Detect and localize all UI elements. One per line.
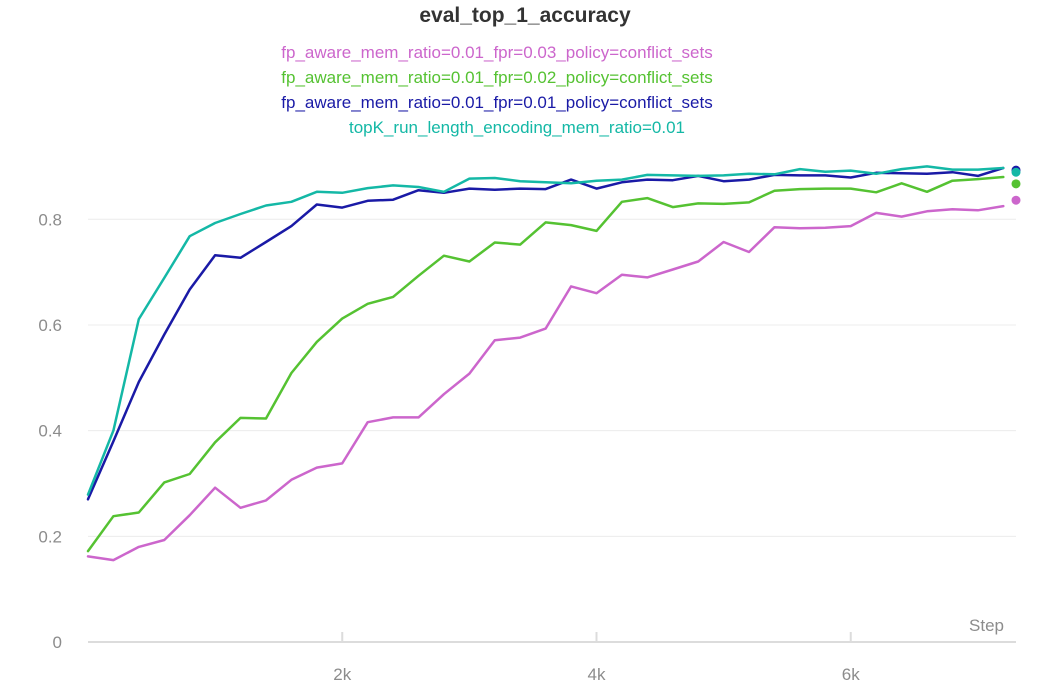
legend-entry-topk-rle[interactable]: topK_run_length_encoding_mem_ratio=0.01 [349,118,685,137]
x-axis-ticks: 2k 4k 6k [333,632,860,684]
legend-entry-fpr-0-03[interactable]: fp_aware_mem_ratio=0.01_fpr=0.03_policy=… [281,43,712,62]
series-line-2[interactable] [86,166,1005,501]
series-end-marker-3[interactable] [1011,167,1021,177]
chart-title: eval_top_1_accuracy [419,4,631,27]
grid-lines [88,218,1016,537]
end-markers [1011,165,1021,205]
y-tick-label: 0.6 [38,316,62,335]
series-end-marker-1[interactable] [1011,179,1021,189]
y-tick-label: 0 [53,633,62,652]
series-line-3[interactable] [86,165,1005,496]
y-tick-label: 0.2 [38,527,62,546]
series-lines [86,165,1005,562]
series-line-0[interactable] [86,204,1005,562]
legend: fp_aware_mem_ratio=0.01_fpr=0.03_policy=… [281,43,712,137]
y-axis: 0 0.2 0.4 0.6 0.8 [38,210,62,652]
series-line-1[interactable] [86,175,1005,553]
x-tick-label: 4k [588,665,606,684]
x-axis-label: Step [969,616,1004,635]
x-tick-label: 2k [333,665,351,684]
y-tick-label: 0.4 [38,422,62,441]
legend-entry-fpr-0-01[interactable]: fp_aware_mem_ratio=0.01_fpr=0.01_policy=… [281,93,712,112]
y-tick-label: 0.8 [38,210,62,229]
legend-entry-fpr-0-02[interactable]: fp_aware_mem_ratio=0.01_fpr=0.02_policy=… [281,68,712,87]
x-tick-label: 6k [842,665,860,684]
series-end-marker-0[interactable] [1011,195,1021,205]
